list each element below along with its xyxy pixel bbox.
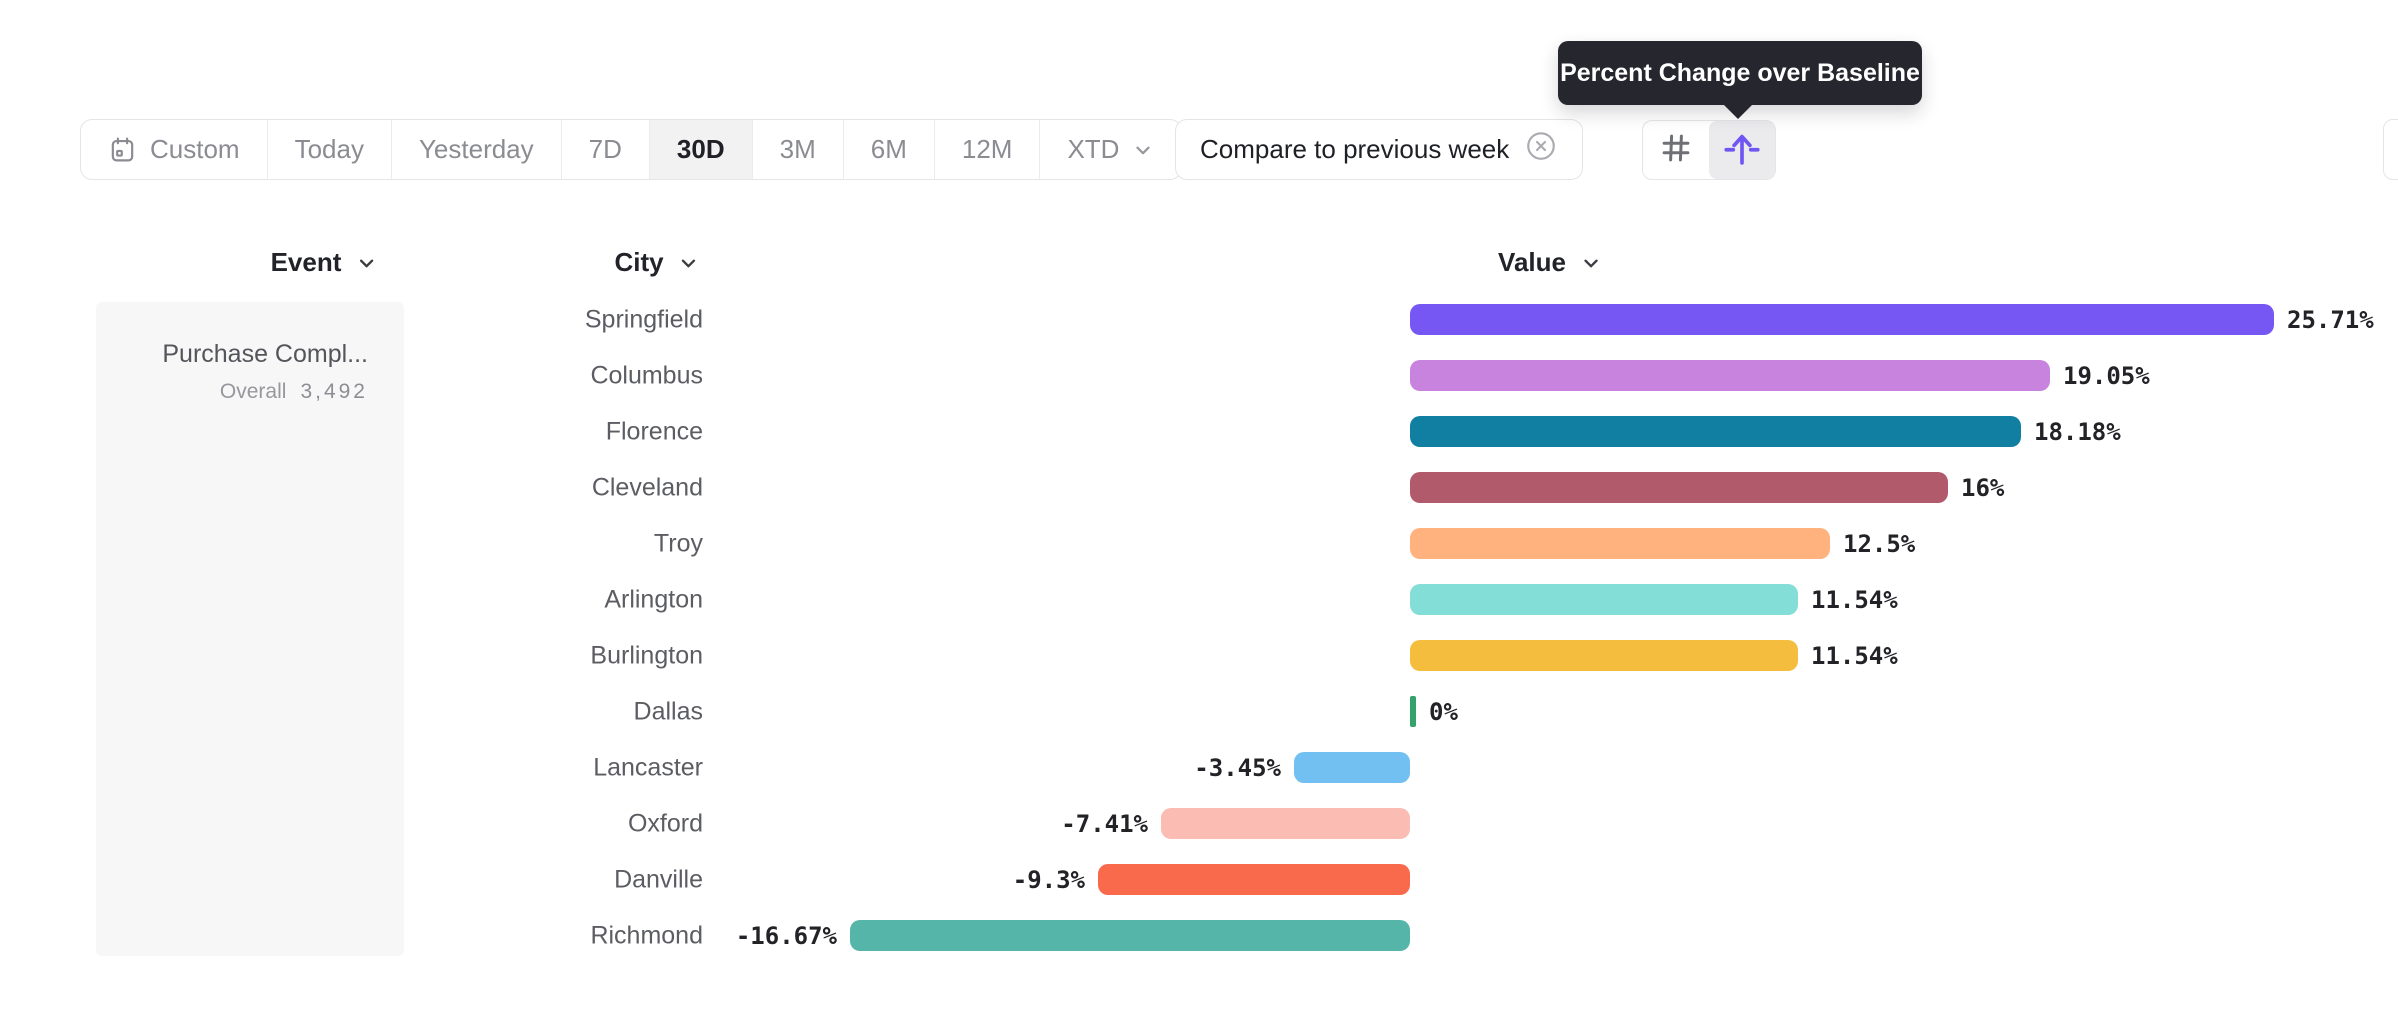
chevron-down-icon <box>355 252 377 274</box>
column-header-event[interactable]: Event <box>271 247 378 278</box>
tooltip-caret <box>1721 102 1755 119</box>
bar-richmond[interactable] <box>850 920 1410 951</box>
chart-row-richmond: Richmond -16.67% <box>0 908 2398 964</box>
city-label: Arlington <box>604 585 703 614</box>
range-6m[interactable]: 6M <box>844 120 935 179</box>
event-name: Purchase Compl... <box>162 340 368 368</box>
percent-change-baseline-button[interactable] <box>1709 121 1775 179</box>
chevron-down-icon <box>678 252 700 274</box>
date-range-control: Custom Today Yesterday 7D 30D 3M 6M 12M XTD <box>80 119 1183 180</box>
city-label: Lancaster <box>593 753 703 782</box>
bar-value-label: 0% <box>1429 698 1458 726</box>
chart-row-lancaster: Lancaster -3.45% <box>0 740 2398 796</box>
bar-burlington[interactable] <box>1410 640 1798 671</box>
chart-row-dallas: Dallas 0% <box>0 684 2398 740</box>
range-30d[interactable]: 30D <box>649 120 753 179</box>
range-3m[interactable]: 3M <box>753 120 844 179</box>
range-label: XTD <box>1067 134 1120 164</box>
event-header-label: Event <box>270 247 342 277</box>
chart-row-columbus: Columbus 19.05% <box>0 348 2398 404</box>
range-label: 30D <box>676 134 725 164</box>
bar-troy[interactable] <box>1410 528 1830 559</box>
chart-row-florence: Florence 18.18% <box>0 404 2398 460</box>
range-12m[interactable]: 12M <box>935 120 1041 179</box>
chart-row-burlington: Burlington 11.54% <box>0 628 2398 684</box>
range-label: Custom <box>150 134 240 164</box>
chart-row-cleveland: Cleveland 16% <box>0 460 2398 516</box>
overall-value: 3,492 <box>300 380 368 403</box>
bar-value-label: 25.71% <box>2287 306 2374 334</box>
bar-value-label: 16% <box>1961 474 2005 502</box>
range-custom[interactable]: Custom <box>81 120 268 179</box>
bar-cleveland[interactable] <box>1410 472 1948 503</box>
bar-value-label: -7.41% <box>1061 810 1148 838</box>
chart-row-troy: Troy 12.5% <box>0 516 2398 572</box>
bar-danville[interactable] <box>1098 864 1410 895</box>
bar-value-label: -9.3% <box>1012 866 1085 894</box>
compare-button[interactable]: Compare to previous week <box>1175 119 1584 180</box>
chevron-down-icon <box>1132 139 1154 161</box>
range-today[interactable]: Today <box>268 120 392 179</box>
city-label: Burlington <box>590 641 703 670</box>
chevron-down-icon <box>1580 252 1602 274</box>
grid-view-button[interactable] <box>1643 121 1709 179</box>
city-label: Danville <box>614 865 703 894</box>
range-xtd[interactable]: XTD <box>1040 120 1181 179</box>
range-yesterday[interactable]: Yesterday <box>392 120 562 179</box>
value-header-label: Value <box>1498 247 1566 277</box>
bar-florence[interactable] <box>1410 416 2021 447</box>
range-7d[interactable]: 7D <box>562 120 650 179</box>
city-label: Florence <box>605 417 703 446</box>
bar-value-label: 18.18% <box>2034 418 2121 446</box>
event-card[interactable]: Purchase Compl... Overall 3,492 <box>96 302 404 956</box>
range-label: 7D <box>588 134 622 164</box>
remove-compare-icon[interactable] <box>1524 129 1558 170</box>
city-label: Dallas <box>633 697 703 726</box>
compare-label: Compare to previous week <box>1200 134 1510 164</box>
bar-value-label: -3.45% <box>1194 754 1281 782</box>
bar-arlington[interactable] <box>1410 584 1798 615</box>
bar-value-label: -16.67% <box>735 922 837 950</box>
chart-row-danville: Danville -9.3% <box>0 852 2398 908</box>
grid-icon <box>1657 129 1695 172</box>
range-label: Today <box>294 134 364 164</box>
chart-row-arlington: Arlington 11.54% <box>0 572 2398 628</box>
bar-lancaster[interactable] <box>1294 752 1410 783</box>
range-label: 6M <box>870 134 907 164</box>
bar-springfield[interactable] <box>1410 304 2274 335</box>
event-overall-row: Overall 3,492 <box>220 380 368 404</box>
bar-value-label: 11.54% <box>1811 642 1898 670</box>
calendar-icon <box>108 135 137 164</box>
city-label: Columbus <box>590 361 703 390</box>
city-label: Oxford <box>627 809 703 838</box>
bar-value-label: 12.5% <box>1843 530 1916 558</box>
range-label: Yesterday <box>418 134 534 164</box>
city-label: Richmond <box>590 921 703 950</box>
chart-row-springfield: Springfield 25.71% <box>0 292 2398 348</box>
city-header-label: City <box>614 247 664 277</box>
chart-view-toggle <box>1642 120 1776 180</box>
city-label: Troy <box>653 529 703 558</box>
baseline-arrow-icon <box>1721 127 1763 174</box>
range-label: 12M <box>961 134 1013 164</box>
tooltip-text: Percent Change over Baseline <box>1560 58 1920 87</box>
range-label: 3M <box>779 134 816 164</box>
bar-dallas[interactable] <box>1410 696 1416 727</box>
bar-oxford[interactable] <box>1161 808 1410 839</box>
bar-value-label: 19.05% <box>2063 362 2150 390</box>
bar-columbus[interactable] <box>1410 360 2050 391</box>
tooltip: Percent Change over Baseline <box>1558 41 1922 105</box>
city-label: Springfield <box>584 305 703 334</box>
overall-label: Overall <box>219 380 287 403</box>
column-header-city[interactable]: City <box>614 247 699 278</box>
bar-value-label: 11.54% <box>1811 586 1898 614</box>
clipped-right-button[interactable] <box>2383 119 2398 180</box>
chart-row-oxford: Oxford -7.41% <box>0 796 2398 852</box>
city-label: Cleveland <box>591 473 703 502</box>
column-header-value[interactable]: Value <box>1498 247 1602 278</box>
